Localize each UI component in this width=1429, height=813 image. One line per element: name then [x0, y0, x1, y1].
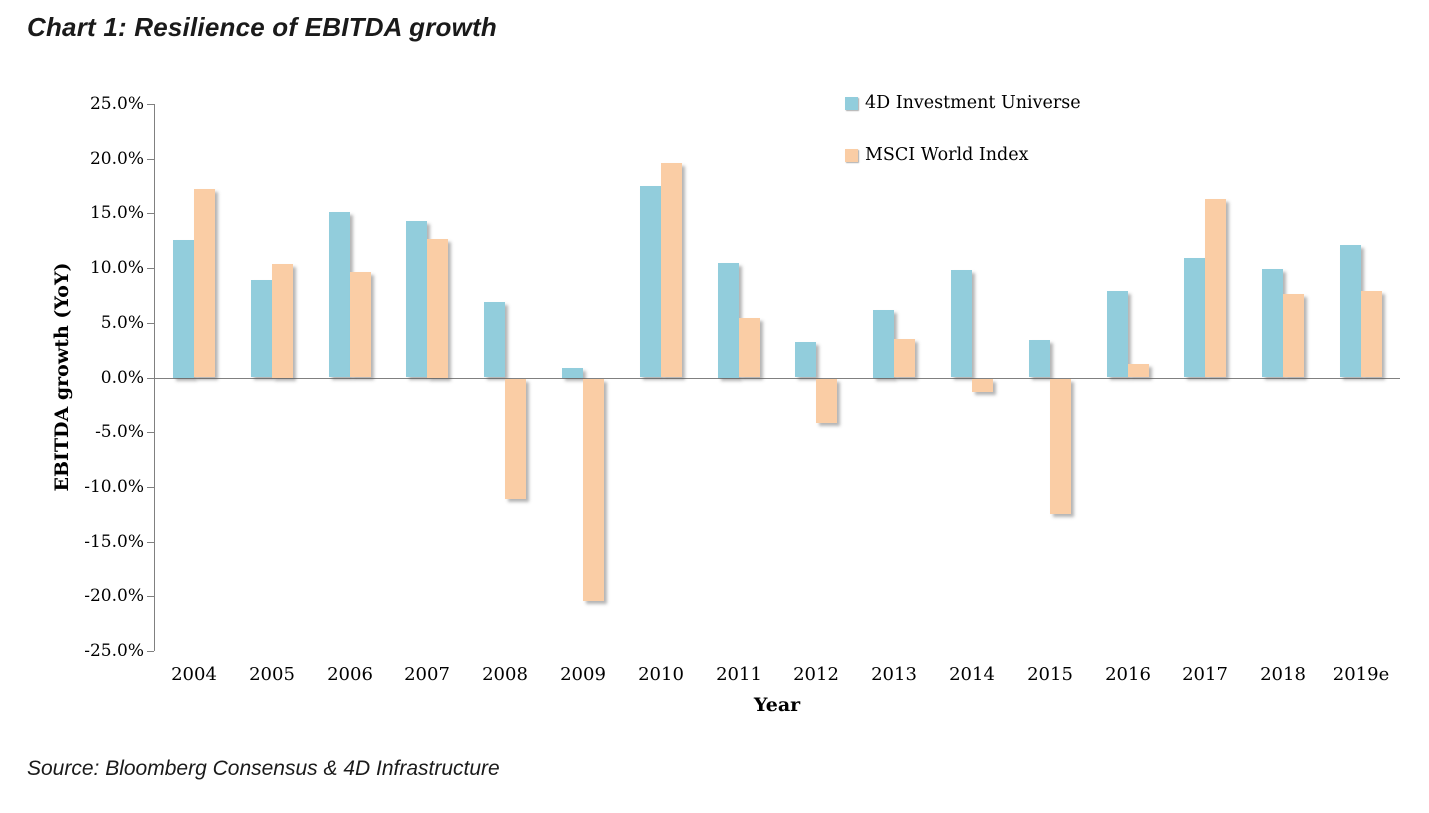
x-axis-label-2005: 2005 — [249, 664, 295, 685]
bar-2013-4d — [873, 310, 894, 378]
bar-2008-4d — [484, 302, 505, 377]
y-axis-line — [154, 104, 155, 651]
x-axis-label-2016: 2016 — [1105, 664, 1151, 685]
bar-2010-msci — [661, 163, 682, 377]
x-axis-label-2015: 2015 — [1027, 664, 1073, 685]
source-attribution: Source: Bloomberg Consensus & 4D Infrast… — [27, 757, 500, 780]
legend-label-4d-investment-universe: 4D Investment Universe — [865, 93, 1081, 113]
y-axis-tick-label: 10.0% — [89, 258, 144, 278]
x-axis-zero-line — [147, 378, 1400, 379]
bar-2016-4d — [1107, 291, 1128, 377]
y-axis-tick — [147, 596, 154, 597]
y-axis-tick-label: 5.0% — [100, 313, 144, 333]
bar-2012-4d — [795, 342, 816, 377]
y-axis-tick — [147, 487, 154, 488]
bar-2019e-msci — [1361, 291, 1382, 377]
x-axis-label-2014: 2014 — [949, 664, 995, 685]
x-axis-label-2006: 2006 — [327, 664, 373, 685]
x-axis-label-2007: 2007 — [404, 664, 450, 685]
x-axis-label-2010: 2010 — [638, 664, 684, 685]
bar-2009-msci — [583, 379, 604, 601]
bar-2014-4d — [951, 270, 972, 377]
x-axis-label-2012: 2012 — [793, 664, 839, 685]
bar-2006-msci — [350, 272, 371, 377]
bar-2007-msci — [427, 239, 448, 378]
legend-swatch-msci-world-index — [845, 148, 858, 162]
x-axis-label-2013: 2013 — [871, 664, 917, 685]
bar-2015-msci — [1050, 379, 1071, 514]
x-axis-label-2018: 2018 — [1260, 664, 1306, 685]
bar-2008-msci — [505, 379, 526, 499]
y-axis-tick-label: -15.0% — [84, 532, 144, 552]
y-axis-tick-label: -5.0% — [95, 422, 144, 442]
x-axis-title: Year — [753, 694, 801, 716]
bar-2009-4d — [562, 368, 583, 378]
bar-2004-4d — [173, 240, 194, 378]
bar-2017-4d — [1184, 258, 1205, 377]
y-axis-tick-label: -25.0% — [84, 641, 144, 661]
y-axis-tick — [147, 542, 154, 543]
x-axis-label-2011: 2011 — [716, 664, 762, 685]
bar-2012-msci — [816, 379, 837, 423]
y-axis-tick-label: 25.0% — [89, 94, 144, 114]
y-axis-tick-label: 20.0% — [89, 149, 144, 169]
y-axis-title: EBITDA growth (YoY) — [51, 262, 73, 492]
bar-2007-4d — [406, 221, 427, 377]
y-axis-tick — [147, 323, 154, 324]
legend-entry-msci: MSCI World Index — [845, 144, 1081, 166]
chart-title: Chart 1: Resilience of EBITDA growth — [27, 12, 497, 42]
y-axis-tick-label: -10.0% — [84, 477, 144, 497]
y-axis-tick — [147, 651, 154, 652]
bar-2018-msci — [1283, 294, 1304, 377]
y-axis-tick-label: 15.0% — [89, 203, 144, 223]
y-axis-tick — [147, 268, 154, 269]
x-axis-label-2019e: 2019e — [1332, 664, 1390, 685]
bar-2005-msci — [272, 264, 293, 378]
bar-2017-msci — [1205, 199, 1226, 377]
bar-2011-4d — [718, 263, 739, 378]
bar-2011-msci — [739, 318, 760, 377]
y-axis-tick — [147, 104, 154, 105]
bar-2013-msci — [894, 339, 915, 377]
bar-2006-4d — [329, 212, 350, 377]
bar-2005-4d — [251, 280, 272, 377]
legend-entry-4d: 4D Investment Universe — [845, 92, 1081, 114]
x-axis-label-2004: 2004 — [171, 664, 217, 685]
bar-2015-4d — [1029, 340, 1050, 377]
y-axis-tick-label: 0.0% — [100, 368, 144, 388]
x-axis-label-2008: 2008 — [482, 664, 528, 685]
legend-label-msci-world-index: MSCI World Index — [865, 145, 1029, 165]
bar-2019e-4d — [1340, 245, 1361, 377]
y-axis-tick — [147, 159, 154, 160]
bar-2016-msci — [1128, 364, 1149, 377]
y-axis-tick — [147, 432, 154, 433]
y-axis-tick-label: -20.0% — [84, 586, 144, 606]
bar-2004-msci — [194, 189, 215, 377]
bar-2010-4d — [640, 186, 661, 377]
legend: 4D Investment Universe MSCI World Index — [845, 92, 1081, 196]
y-axis-tick — [147, 213, 154, 214]
bar-2018-4d — [1262, 269, 1283, 377]
legend-swatch-4d-investment-universe — [845, 96, 858, 110]
x-axis-label-2009: 2009 — [560, 664, 606, 685]
x-axis-label-2017: 2017 — [1182, 664, 1228, 685]
bar-2014-msci — [972, 379, 993, 392]
